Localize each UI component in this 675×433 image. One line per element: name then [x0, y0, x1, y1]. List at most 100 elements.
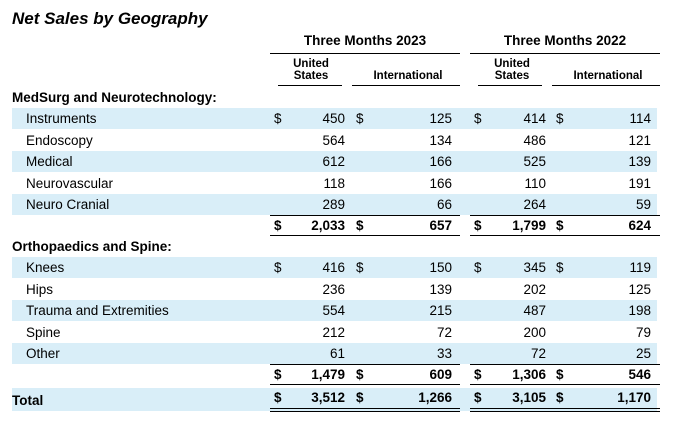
- row-highlight-band: [12, 108, 657, 130]
- table-row-value: 416: [322, 260, 345, 276]
- subtotal-rule: [270, 364, 460, 366]
- table-row-value: 150: [429, 260, 452, 276]
- currency-symbol: $: [474, 111, 482, 127]
- currency-symbol: $: [556, 367, 564, 383]
- column-rule: [278, 85, 342, 86]
- currency-symbol: $: [274, 260, 282, 276]
- subtotal-rule: [470, 364, 660, 366]
- table-row-value: 134: [429, 132, 452, 148]
- subtotal-value: 2,033: [311, 218, 345, 234]
- row-highlight-band: [12, 343, 657, 364]
- table-row-value: 121: [628, 132, 651, 148]
- currency-symbol: $: [556, 111, 564, 127]
- table-row-value: 487: [523, 303, 546, 319]
- currency-symbol: $: [356, 390, 364, 405]
- table-row-value: 110: [524, 175, 546, 191]
- subtotal-rule: [270, 215, 460, 217]
- column-header-us-2023: United States: [293, 58, 329, 82]
- row-highlight-band: [12, 257, 657, 279]
- row-label: Knees: [26, 260, 65, 276]
- row-label: Endoscopy: [26, 132, 93, 148]
- currency-symbol: $: [556, 218, 564, 234]
- row-label: Medical: [26, 154, 73, 170]
- table-row-value: 125: [429, 111, 452, 127]
- total-value: 1,170: [617, 390, 651, 405]
- currency-symbol: $: [474, 260, 482, 276]
- row-label: Instruments: [26, 111, 97, 127]
- table-row-value: 25: [635, 346, 651, 361]
- subtotal-underline: [270, 384, 460, 386]
- column-rule: [352, 85, 460, 86]
- currency-symbol: $: [556, 390, 564, 405]
- currency-symbol: $: [474, 390, 482, 405]
- table-row-value: 212: [322, 324, 345, 340]
- column-header-intl-2022: International: [573, 70, 643, 82]
- table-row-value: 236: [322, 281, 345, 297]
- currency-symbol: $: [474, 218, 482, 234]
- subtotal-rule: [470, 215, 660, 217]
- subtotal-underline: [470, 235, 660, 237]
- total-value: 3,105: [512, 390, 546, 405]
- table-row-value: 486: [523, 132, 546, 148]
- row-label: Other: [26, 346, 60, 361]
- subtotal-value: 1,479: [311, 367, 345, 383]
- row-highlight-band: [12, 151, 657, 173]
- table-row-value: 139: [429, 281, 452, 297]
- row-label: Hips: [26, 281, 54, 297]
- subtotal-value: 1,799: [512, 218, 546, 234]
- currency-symbol: $: [356, 218, 364, 234]
- total-value: 3,512: [311, 390, 345, 405]
- table-title: Net Sales by Geography: [12, 9, 208, 28]
- section-heading: MedSurg and Neurotechnology:: [12, 90, 217, 105]
- table-row-value: 66: [436, 197, 452, 212]
- total-row-band: [12, 388, 657, 411]
- total-double-rule: [270, 411, 460, 412]
- total-double-rule: [270, 408, 460, 409]
- column-rule: [478, 85, 542, 86]
- table-row-value: 166: [429, 175, 452, 191]
- table-row-value: 125: [628, 281, 651, 297]
- currency-symbol: $: [356, 367, 364, 383]
- row-label: Spine: [26, 324, 61, 340]
- table-row-value: 564: [322, 132, 345, 148]
- subtotal-value: 546: [628, 367, 651, 383]
- period-rule-2022: [470, 53, 660, 54]
- column-header-intl-2023: International: [373, 70, 443, 82]
- currency-symbol: $: [556, 260, 564, 276]
- row-label: Trauma and Extremities: [26, 303, 169, 319]
- period-rule-2023: [270, 53, 460, 54]
- section-heading: Orthopaedics and Spine:: [12, 239, 172, 254]
- table-row-value: 72: [436, 324, 452, 340]
- table-row-value: 612: [322, 154, 345, 170]
- column-rule: [552, 85, 660, 86]
- table-row-value: 114: [629, 111, 651, 127]
- table-row-value: 139: [628, 154, 651, 170]
- table-row-value: 59: [635, 197, 651, 212]
- table-row-value: 191: [628, 175, 651, 191]
- row-label: Neuro Cranial: [26, 197, 110, 212]
- table-row-value: 525: [523, 154, 546, 170]
- total-double-rule: [470, 411, 660, 412]
- currency-symbol: $: [474, 367, 482, 383]
- currency-symbol: $: [274, 218, 282, 234]
- table-row-value: 166: [429, 154, 452, 170]
- row-highlight-band: [12, 300, 657, 322]
- period-header-2023: Three Months 2023: [303, 33, 427, 48]
- table-row-value: 289: [322, 197, 345, 212]
- currency-symbol: $: [356, 111, 364, 127]
- table-row-value: 79: [635, 324, 651, 340]
- row-highlight-band: [12, 194, 657, 215]
- row-label: Neurovascular: [26, 175, 114, 191]
- table-row-value: 33: [436, 346, 452, 361]
- period-header-2022: Three Months 2022: [503, 33, 627, 48]
- currency-symbol: $: [274, 390, 282, 405]
- table-row-value: 202: [523, 281, 546, 297]
- table-row-value: 61: [329, 346, 345, 361]
- currency-symbol: $: [356, 260, 364, 276]
- subtotal-value: 1,306: [512, 367, 546, 383]
- column-header-us-2022: United States: [494, 58, 530, 82]
- table-row-value: 450: [322, 111, 345, 127]
- table-row-value: 554: [322, 303, 345, 319]
- subtotal-value: 657: [429, 218, 452, 234]
- table-row-value: 215: [429, 303, 452, 319]
